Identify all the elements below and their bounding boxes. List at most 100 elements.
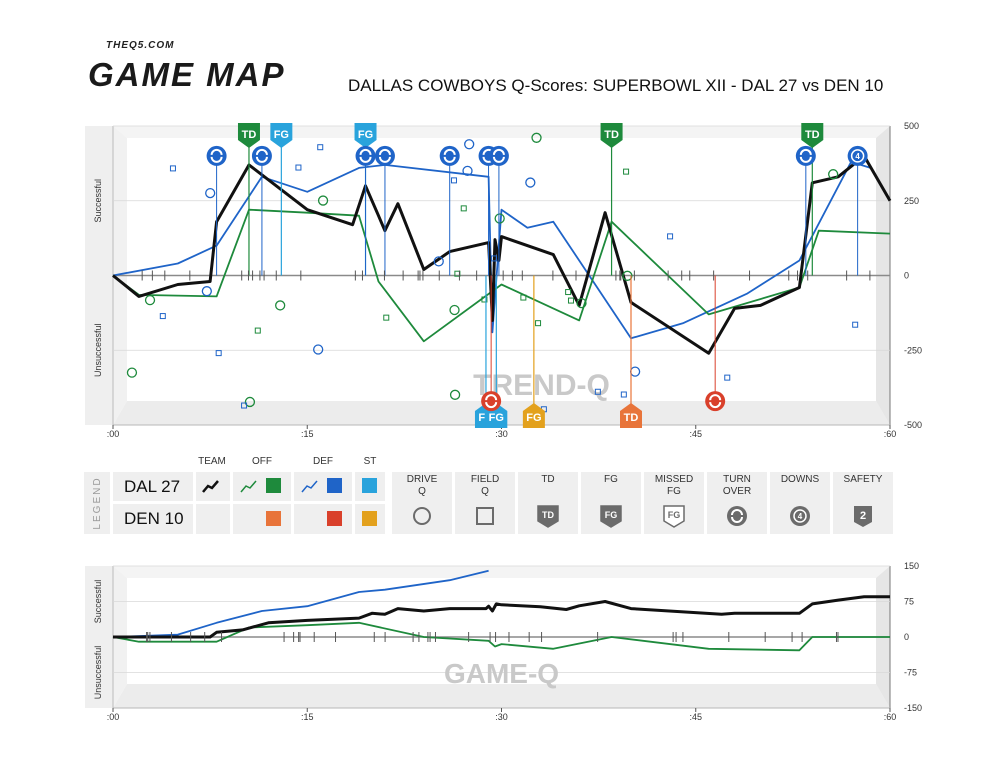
- turnover-arc-bottom: [485, 401, 498, 409]
- field-q-marker: [169, 165, 176, 172]
- drive-q-marker: [201, 286, 212, 297]
- legend-symbol-label: TD: [518, 474, 578, 486]
- turnover-arc-top: [443, 148, 456, 156]
- turnover-arc-top: [485, 394, 498, 401]
- legend-team-line-cell: [196, 472, 230, 501]
- field-q-marker: [724, 374, 731, 381]
- field-q-marker: [520, 294, 527, 301]
- frame-top: [113, 566, 890, 578]
- drive-q-marker: [313, 344, 324, 355]
- dal-defense-swatch: [327, 478, 342, 493]
- drive-q-marker: [449, 389, 461, 400]
- series-line-offense: [112, 208, 891, 343]
- downs-label: 4: [855, 152, 860, 161]
- series-line-team: [113, 595, 890, 639]
- den-offense-swatch: [266, 511, 281, 526]
- turnover-icon: [206, 145, 227, 166]
- legend-header-def: DEF: [313, 456, 333, 467]
- drive-q-marker: [494, 213, 505, 224]
- legend-header-team: TEAM: [198, 456, 226, 467]
- legend-symbol-label-line1: TD: [541, 474, 555, 485]
- field-q-marker: [667, 233, 674, 240]
- x-tick-label: :15: [301, 712, 314, 722]
- turnover-icon: [355, 145, 376, 166]
- drive-q-marker: [144, 295, 156, 306]
- x-tick-label: :60: [884, 712, 897, 722]
- legend-symbol-label-line1: FIELD: [470, 474, 500, 485]
- badge-label: FG: [274, 129, 289, 141]
- turnover-arc-top: [799, 148, 812, 156]
- frame-top: [113, 126, 890, 138]
- side-label-successful: Successful: [93, 179, 103, 223]
- legend-team-den: DEN 10: [124, 509, 184, 528]
- badge-shape: [801, 123, 824, 148]
- game-q-panel: 150 75 0 -75 -150:00:15:30:45:60 Successful Un…: [85, 561, 922, 722]
- legend-team-cell-dal: [113, 472, 193, 501]
- legend-symbol-label-line1: FG: [604, 474, 618, 485]
- safety-shape: [854, 506, 872, 527]
- score-badge-td: TD: [237, 123, 260, 148]
- frame-floor: [113, 684, 890, 708]
- badge-glyph: FG: [668, 510, 681, 520]
- field-q-marker: [852, 321, 859, 328]
- badge-shape: [522, 403, 545, 428]
- field-q-marker: [317, 144, 324, 151]
- legend-symbol-label: DRIVE Q: [392, 474, 452, 498]
- circle-shape: [413, 507, 431, 525]
- turnover-arc-top: [255, 148, 268, 156]
- turnover-disc: [439, 145, 460, 166]
- turnover-arc-bottom: [378, 156, 391, 163]
- y-tick-label: 0: [904, 632, 909, 642]
- legend-symbol-label-line2: Q: [481, 486, 489, 497]
- badge-label: TD: [805, 129, 820, 141]
- turnover-icon: [374, 145, 395, 166]
- turnover-arc-top: [731, 509, 743, 516]
- turnover-disc: [355, 145, 376, 166]
- downs-icon: 4: [790, 506, 810, 526]
- field-q-marker: [215, 350, 222, 357]
- x-tick-label: :00: [107, 429, 120, 439]
- turnover-arc-top: [378, 148, 391, 156]
- drive-q-marker: [449, 304, 460, 316]
- turnover-icon: [705, 391, 726, 412]
- badge-label: FG: [526, 412, 541, 424]
- side-label-band: [85, 126, 113, 425]
- field-q-marker: [295, 164, 302, 171]
- side-label-successful: Successful: [93, 580, 103, 624]
- y-tick-label: -75: [904, 668, 917, 678]
- legend-symbol-label-line1: DRIVE: [406, 474, 438, 485]
- y-tick-label: -150: [904, 703, 922, 713]
- y-tick-label: 0: [904, 271, 909, 281]
- drive-q-marker: [525, 177, 536, 188]
- downs-disc: [790, 506, 810, 526]
- turnover-disc: [481, 391, 502, 412]
- score-badge-fg: FG: [522, 403, 545, 428]
- field-q-marker: [565, 289, 572, 296]
- x-tick-label: :00: [107, 712, 120, 722]
- drive-q-marker: [205, 187, 216, 199]
- legend-symbol-label-line1: TURN: [723, 474, 751, 485]
- x-tick-label: :30: [495, 429, 508, 439]
- turnover-arc-bottom: [799, 156, 812, 163]
- field-q-marker: [460, 205, 467, 212]
- y-tick-label: 500: [904, 121, 919, 131]
- y-tick-label: 250: [904, 196, 919, 206]
- y-tick-label: -250: [904, 345, 922, 355]
- legend-symbol-label: TURN OVER: [707, 474, 767, 498]
- turnover-arc-bottom: [255, 156, 268, 163]
- legend-symbol-label-line1: SAFETY: [843, 474, 883, 485]
- y-tick-label: 150: [904, 561, 919, 571]
- safety-glyph: 2: [860, 510, 866, 522]
- turnover-icon: [481, 391, 502, 412]
- badge-label: FG: [358, 129, 373, 141]
- turnover-icon: [439, 145, 460, 166]
- legend-header-st: ST: [363, 456, 377, 467]
- x-tick-label: :15: [301, 429, 314, 439]
- turnover-arc-top: [210, 148, 223, 156]
- legend-team-cell-den: [113, 504, 193, 534]
- legend-def-cell-dal: [294, 472, 352, 501]
- field-q-marker: [491, 255, 498, 262]
- badge-shape: [600, 505, 622, 528]
- turnover-arc-bottom: [210, 156, 223, 163]
- game-map-chart: 500 250 0 -250 -500:00:15:30:45:60 Successful…: [85, 121, 922, 439]
